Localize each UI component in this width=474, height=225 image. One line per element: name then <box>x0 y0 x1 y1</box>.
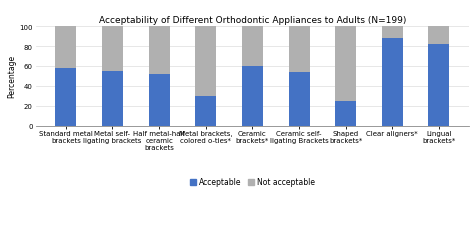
Bar <box>382 27 403 39</box>
Bar <box>428 27 449 45</box>
Bar <box>102 27 123 72</box>
Bar <box>102 72 123 126</box>
Bar <box>428 45 449 126</box>
Bar <box>195 27 216 96</box>
Bar <box>289 72 310 126</box>
Bar <box>335 101 356 126</box>
Y-axis label: Percentage: Percentage <box>8 55 17 98</box>
Bar <box>149 74 170 126</box>
Bar <box>289 27 310 72</box>
Bar <box>195 96 216 126</box>
Bar <box>242 67 263 126</box>
Title: Acceptability of Different Orthodontic Appliances to Adults (N=199): Acceptability of Different Orthodontic A… <box>99 16 406 25</box>
Bar <box>242 27 263 67</box>
Bar <box>382 39 403 126</box>
Legend: Acceptable, Not acceptable: Acceptable, Not acceptable <box>187 174 318 189</box>
Bar <box>55 27 76 69</box>
Bar <box>335 27 356 101</box>
Bar <box>149 27 170 74</box>
Bar <box>55 69 76 126</box>
